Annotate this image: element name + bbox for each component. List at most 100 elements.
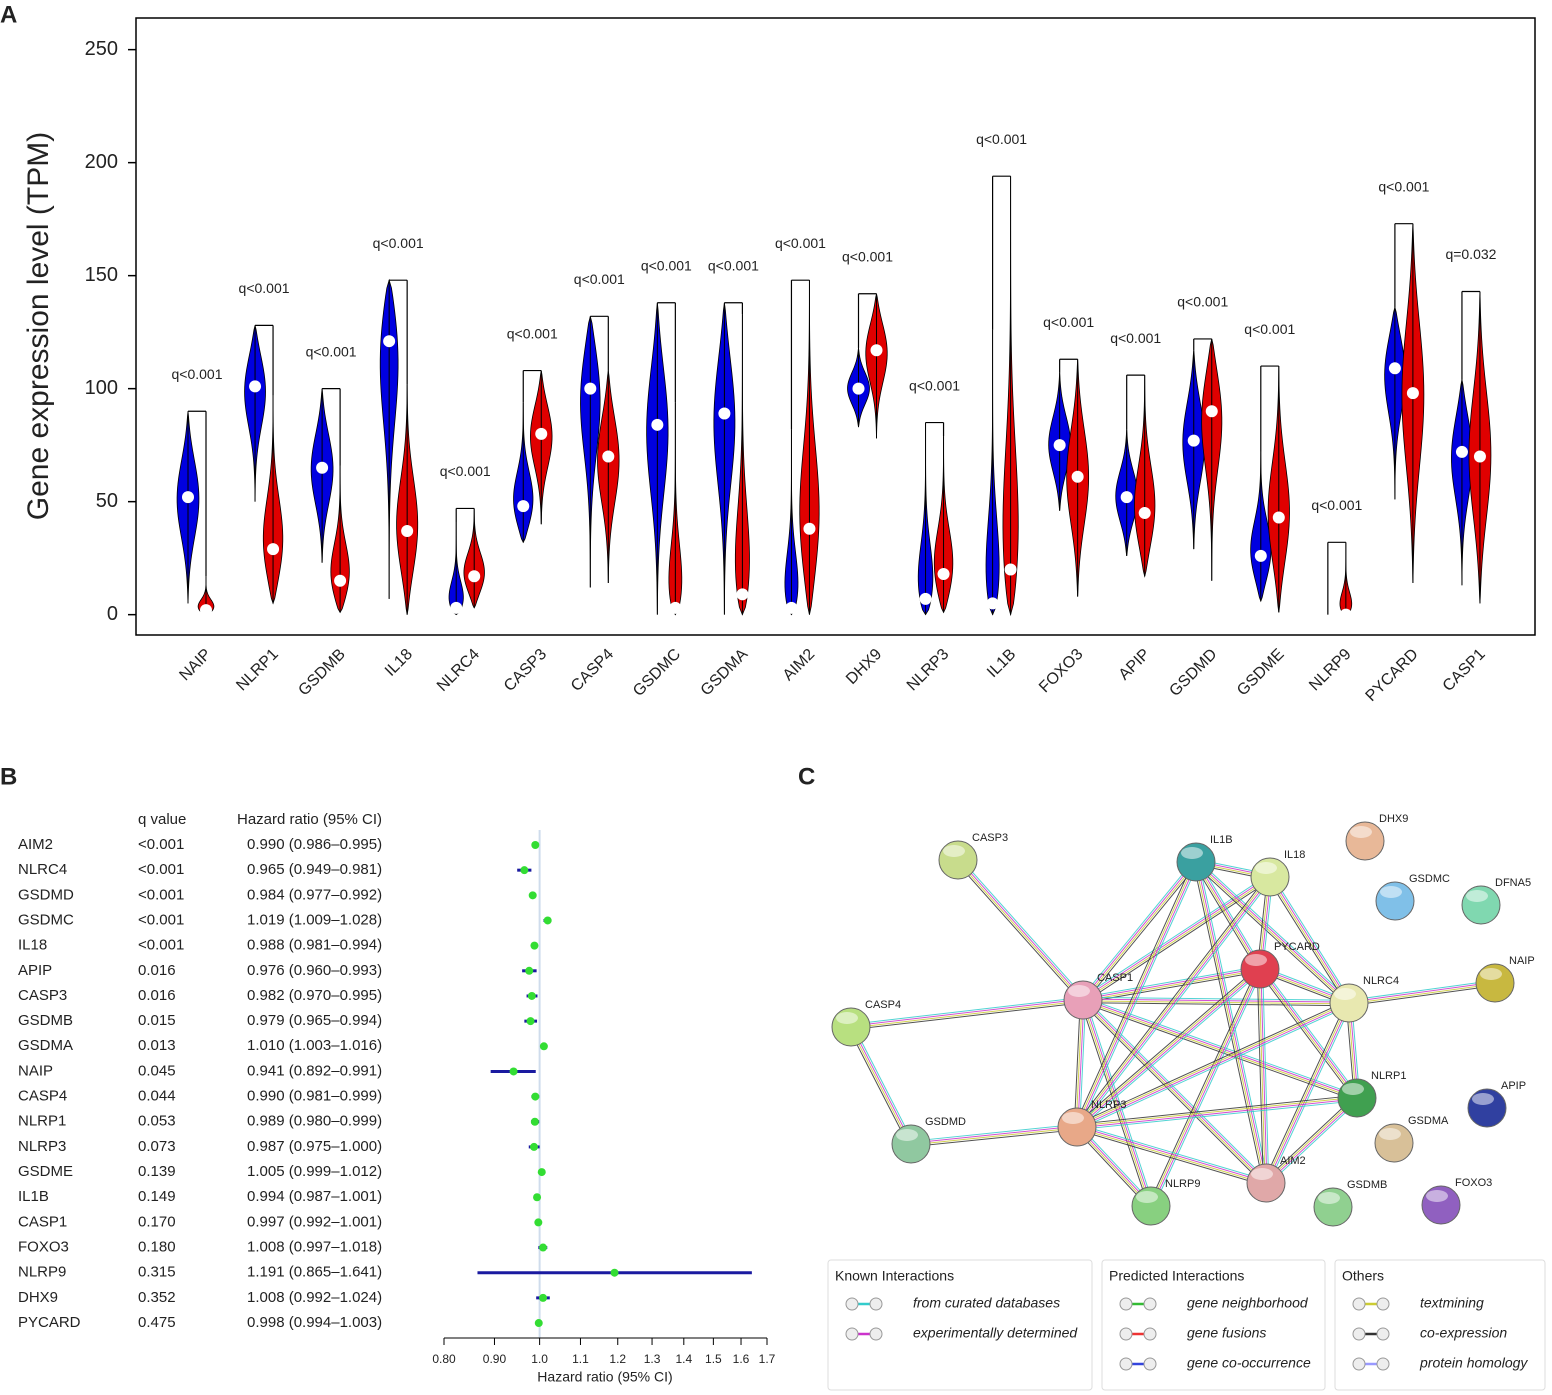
node-label: AIM2 [1280,1155,1306,1167]
row-label: APIP [18,962,52,979]
edge [1196,861,1268,1183]
edge [1267,1099,1360,1186]
node-highlight [1379,1128,1401,1140]
edge [1076,1129,1266,1187]
median-dot [669,601,682,614]
hr-point [534,1319,543,1328]
edge [1152,969,1263,1208]
annotation: q<0.001 [909,377,960,393]
row-label: FOXO3 [18,1239,69,1256]
edge [1078,878,1273,1129]
median-dot [401,525,414,538]
node-highlight [1068,985,1090,997]
legend-label: textmining [1420,1295,1484,1311]
column-header: q value [138,811,186,828]
edge [1079,1000,1087,1128]
legend-node [1376,1327,1390,1341]
edge [1194,862,1266,1184]
node-highlight [1380,886,1402,898]
edge [1268,877,1349,1004]
legend-node [1376,1297,1390,1311]
hr-label: 0.976 (0.960–0.993) [247,962,382,979]
edge [1077,1005,1351,1130]
edge [1081,874,1269,999]
x-tick-label: NLRP9 [1306,646,1355,695]
column-header: Hazard ratio (95% CI) [237,811,382,828]
edge [1074,875,1269,1126]
x-tick-label: FOXO3 [1036,646,1086,696]
node-label: CASP4 [865,999,901,1011]
edge [1076,967,1260,1127]
node-highlight [1426,1190,1448,1202]
y-tick-label: 100 [85,377,118,399]
x-tick-label: 1.1 [572,1352,589,1366]
median-dot [870,344,883,357]
annotation: q<0.001 [440,463,491,479]
edge [1193,863,1348,1006]
edge [1076,1094,1357,1125]
median-dot [803,522,816,535]
edge [1078,970,1263,1130]
legend-node [1143,1297,1157,1311]
hr-label: 0.982 (0.970–0.995) [247,987,382,1004]
edge [850,996,1083,1025]
hr-point [509,1067,518,1076]
x-tick-label: CASP1 [1440,646,1489,695]
median-dot [1053,439,1066,452]
row-label: GSDMC [18,911,74,928]
edge [1083,862,1198,1001]
node-highlight [1255,862,1277,874]
annotation: q<0.001 [976,131,1027,147]
x-tick-label: IL18 [382,646,416,680]
edge [1266,1003,1351,1184]
edge [851,1026,913,1144]
q-value: <0.001 [138,836,184,853]
edge [1077,1100,1358,1131]
edge [1082,967,1260,1000]
hr-label: 0.997 (0.992–1.001) [247,1213,382,1230]
node-label: PYCARD [1274,941,1320,953]
edge [1079,862,1199,1129]
hr-point [610,1268,619,1277]
median-dot [651,418,664,431]
hr-label: 1.005 (0.999–1.012) [247,1163,382,1180]
hr-label: 0.987 (0.975–1.000) [247,1138,382,1155]
hr-label: 0.965 (0.949–0.981) [247,861,382,878]
x-tick-label: 1.7 [759,1352,776,1366]
x-tick-label: GSDMA [698,646,752,700]
row-label: IL1B [18,1188,49,1205]
q-value: <0.001 [138,861,184,878]
legend-node [1119,1297,1133,1311]
median-dot [1120,491,1133,504]
legend-node [1143,1327,1157,1341]
hr-label: 0.994 (0.987–1.001) [247,1188,382,1205]
x-tick-label: GSDMD [1166,646,1220,700]
q-value: 0.149 [138,1188,176,1205]
median-dot [468,570,481,583]
legend-box [1334,1259,1546,1391]
hr-point [533,1193,542,1202]
edge [1198,861,1270,1183]
legend-label: co-expression [1420,1325,1507,1341]
x-tick-label: CASP3 [501,646,550,695]
x-tick-label: PYCARD [1363,646,1422,705]
legend-label: protein homology [1419,1355,1528,1371]
edge [1077,969,1261,1129]
edge [1075,1000,1349,1125]
edge [958,859,1085,1000]
legend-node [845,1327,859,1341]
edge [851,1002,1084,1031]
x-tick-label: 1.6 [733,1352,750,1366]
edge [851,1000,1084,1029]
node-label: GSDMB [1347,1179,1387,1191]
node-label: IL18 [1284,849,1305,861]
hr-label: 0.941 (0.892–0.991) [247,1062,382,1079]
median-dot [919,592,932,605]
hr-point [530,941,539,950]
hr-point [537,1168,546,1177]
node-highlight [1334,988,1356,1000]
edge [1082,965,1260,998]
edge [1073,999,1081,1127]
legend-node [869,1327,883,1341]
q-value: 0.045 [138,1062,176,1079]
